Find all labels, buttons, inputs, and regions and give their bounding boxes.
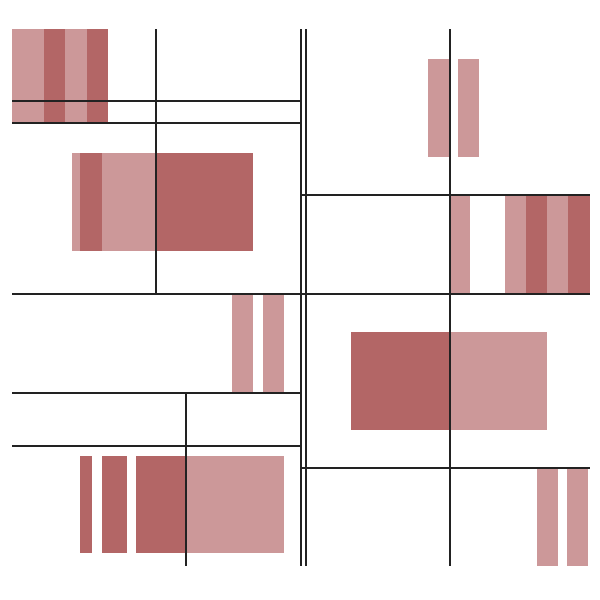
block-light [12, 29, 44, 122]
horizontal-line [12, 445, 301, 447]
bar-light [428, 59, 449, 157]
vertical-line [300, 29, 302, 566]
bar-light [547, 195, 568, 294]
horizontal-line [12, 100, 301, 102]
block-light [102, 153, 155, 251]
block-light [449, 332, 547, 430]
block-dark [44, 29, 65, 122]
vertical-line [305, 29, 307, 566]
horizontal-line [301, 194, 590, 196]
bar-light [567, 468, 588, 566]
bar-light [263, 294, 284, 392]
block-dark [80, 153, 102, 251]
vertical-line [155, 29, 157, 294]
block-dark [155, 153, 253, 251]
bar-light [537, 468, 558, 566]
bar-light [505, 195, 526, 294]
horizontal-line [12, 392, 301, 394]
block-dark [87, 29, 108, 122]
horizontal-line [301, 467, 590, 469]
block-light [65, 29, 87, 122]
block-light [185, 456, 284, 553]
bar-dark [102, 456, 127, 553]
block-light [72, 153, 80, 251]
bar-light [449, 195, 470, 294]
block-dark [351, 332, 449, 430]
bar-dark [80, 456, 92, 553]
bar-dark [526, 195, 547, 294]
horizontal-line [12, 122, 301, 124]
block-dark [136, 456, 185, 553]
bar-dark [568, 195, 590, 294]
vertical-line [185, 392, 187, 566]
bar-light [232, 294, 253, 392]
bar-light [458, 59, 479, 157]
vertical-line [449, 29, 451, 566]
